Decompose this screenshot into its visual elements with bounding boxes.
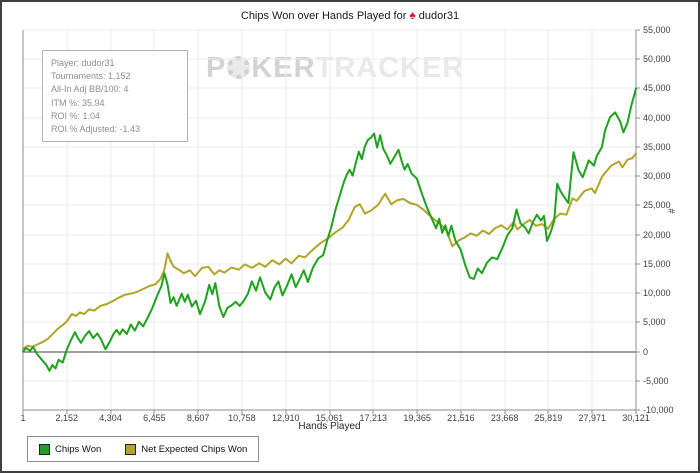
stats-box: Player: dudor31 Tournaments: 1,152 All-I… [42, 50, 188, 143]
net-expected-swatch [125, 443, 137, 455]
series-line-net-expected-chips-won [22, 152, 637, 350]
stat-allin-adj-bb: All-In Adj BB/100: 4 [51, 84, 129, 95]
red-spade-icon: ♠ [409, 8, 416, 22]
chips-won-swatch [39, 443, 50, 455]
chart-title-text: Chips Won over Hands Played for [240, 10, 407, 22]
pokertracker-watermark: P KERTRACKER [206, 52, 464, 85]
series-line-chips-won [22, 87, 637, 372]
legend-item-chips-won: Chips Won [39, 443, 102, 455]
stat-tournaments: Tournaments: 1,152 [51, 71, 131, 82]
chips-won-label: Chips Won [55, 443, 102, 455]
chart-title-player: dudor31 [418, 10, 460, 22]
chart-title: Chips Won over Hands Played for ♠ dudor31 [2, 8, 698, 22]
watermark-text-tracker: TRACKER [315, 52, 465, 84]
net-expected-label: Net Expected Chips Won [141, 443, 248, 455]
stat-itm-pct: ITM %: 35.94 [51, 97, 105, 108]
x-axis-title: Hands Played [298, 421, 361, 432]
stat-roi-adjusted: ROI % Adjusted: -1.43 [51, 124, 141, 135]
watermark-text-p: P [206, 52, 227, 84]
watermark-text-ker: KER [251, 52, 316, 84]
stat-player: Player: dudor31 [51, 58, 115, 68]
legend-item-net-expected: Net Expected Chips Won [125, 443, 248, 455]
legend: Chips Won Net Expected Chips Won [27, 436, 260, 462]
y-axis-unit-label: # [666, 208, 677, 214]
stat-roi-pct: ROI %: 1.04 [51, 110, 101, 121]
